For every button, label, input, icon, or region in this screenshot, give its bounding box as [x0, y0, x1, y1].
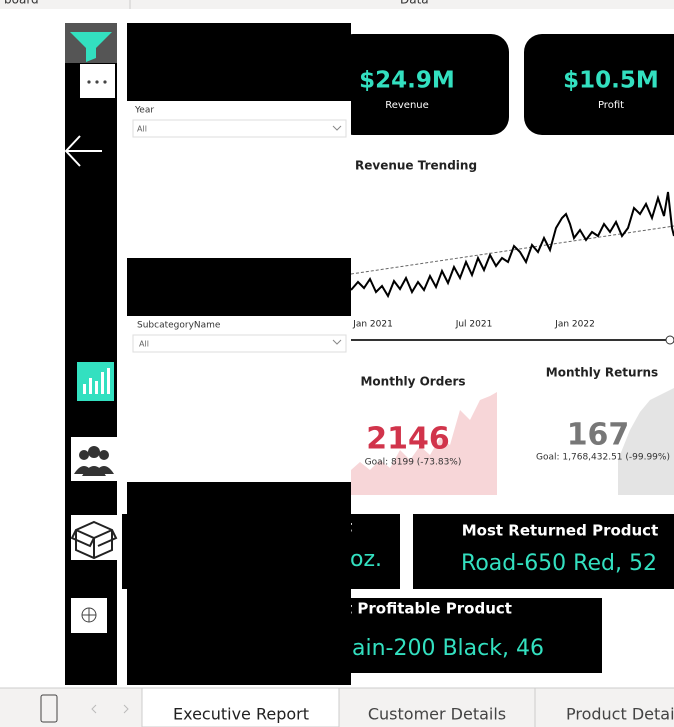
- slicer-value: All: [137, 125, 147, 134]
- x-tick-label: Jan 2021: [352, 320, 393, 330]
- tab-label: board: [4, 0, 39, 7]
- revenue-line: [350, 191, 674, 299]
- card-title: t Profitable Product: [345, 600, 512, 618]
- slicer-label: Year: [134, 106, 154, 116]
- tab-label[interactable]: Executive Report: [173, 705, 309, 724]
- card-value: Road-650 Red, 52: [461, 551, 657, 576]
- orders-area: [351, 392, 497, 495]
- x-tick-label: Jul 2021: [455, 320, 493, 330]
- slider-handle[interactable]: [665, 335, 674, 345]
- filter-icon: [70, 32, 112, 62]
- nav-bar: [65, 23, 117, 685]
- kpi-label: Profit: [598, 100, 624, 111]
- slicer-value: All: [139, 340, 149, 349]
- card-title: Monthly Orders: [360, 375, 465, 389]
- card-title: Most Returned Product: [462, 522, 659, 540]
- tab[interactable]: [141, 687, 340, 727]
- tab-label[interactable]: Customer Details: [368, 705, 506, 724]
- card-value: oz.: [350, 547, 382, 572]
- product-card: [330, 598, 602, 673]
- tab-label[interactable]: Product Detai: [566, 705, 674, 724]
- mobile-icon[interactable]: [40, 694, 58, 723]
- returns-area: [618, 388, 674, 495]
- kpi-value: $24.9M: [359, 68, 455, 94]
- card-title: Monthly Returns: [546, 366, 658, 380]
- x-tick-label: Jan 2022: [554, 320, 595, 330]
- chart-title: Revenue Trending: [355, 159, 477, 173]
- product-card: [413, 514, 674, 589]
- kpi-label: Revenue: [385, 100, 429, 111]
- top-strip: [0, 0, 674, 9]
- back-arrow[interactable]: [64, 135, 102, 167]
- card-value: 167: [567, 418, 630, 453]
- card-value: 2146: [366, 422, 450, 457]
- card-goal: Goal: 8199 (-73.83%): [365, 458, 462, 468]
- tab-label: Data: [400, 0, 429, 7]
- card-value: ain-200 Black, 46: [352, 636, 544, 661]
- kpi-card: [335, 34, 509, 135]
- kpi-card: [524, 34, 674, 135]
- kpi-value: $10.5M: [563, 68, 659, 94]
- tab-scroll[interactable]: [91, 704, 129, 714]
- slicer-dropdown[interactable]: [132, 334, 347, 353]
- slicer-dropdown[interactable]: [132, 119, 347, 138]
- card-goal: Goal: 1,768,432.51 (-99.99%): [536, 453, 670, 463]
- slicer-label: SubcategoryName: [137, 321, 221, 331]
